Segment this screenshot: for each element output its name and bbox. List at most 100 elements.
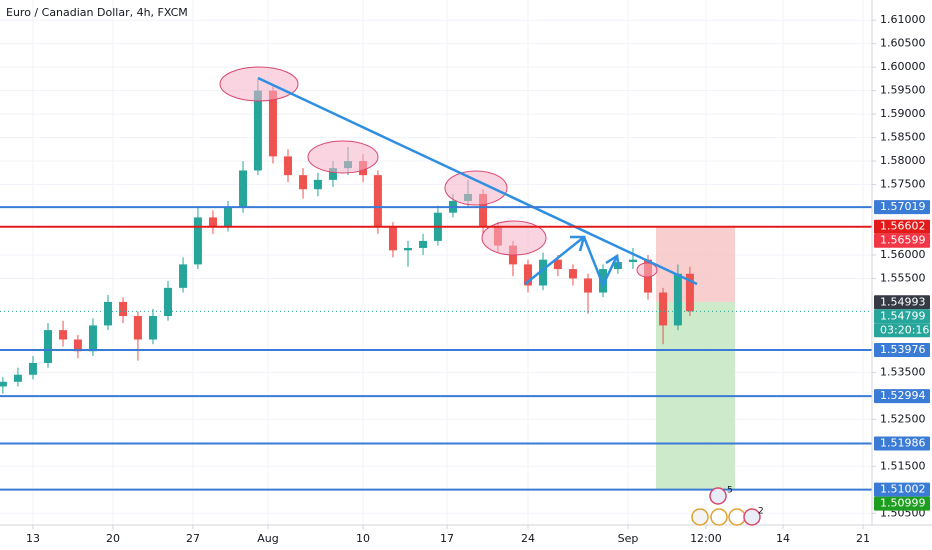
candle-body (328, 168, 337, 180)
event-badge: 2 (758, 507, 764, 517)
level-label: 1.51986 (880, 436, 926, 449)
level-label-box (874, 496, 930, 511)
candle-body (284, 156, 292, 176)
level-label-box (874, 200, 930, 215)
arrow (582, 236, 619, 289)
y-tick-label: 1.59000 (880, 107, 926, 120)
candle-body (224, 208, 232, 227)
candle-body (73, 339, 82, 352)
x-tick-label: Sep (618, 532, 639, 545)
candle-body (44, 330, 52, 363)
level-label-box (874, 343, 930, 358)
candle-body (88, 325, 97, 352)
x-tick-label: 27 (186, 532, 200, 545)
x-tick-label: 24 (521, 532, 535, 545)
level-label-box (874, 219, 930, 234)
candle-body (179, 264, 188, 288)
candle-body (148, 316, 157, 340)
candle-body (628, 259, 637, 263)
ellipse (219, 66, 299, 102)
level-label: 1.56602 (880, 220, 926, 233)
candle-body (599, 269, 608, 293)
candle-body (539, 259, 548, 286)
countdown-box (874, 323, 930, 338)
y-tick-label: 1.55500 (880, 271, 926, 284)
candle-body (119, 301, 128, 317)
level-label-box (874, 233, 930, 248)
x-tick-label: 14 (776, 532, 790, 545)
level-label-box (874, 482, 930, 497)
level-label-box (874, 309, 930, 324)
candle-body (193, 217, 202, 265)
candle-body (268, 90, 277, 157)
candle-body (239, 170, 248, 209)
candle-body (419, 240, 428, 248)
y-tick-label: 1.56000 (880, 248, 926, 261)
candle-body (299, 175, 308, 190)
y-tick-label: 1.59500 (880, 84, 926, 97)
candle-body (673, 273, 682, 326)
events: 5 2 (691, 486, 764, 526)
event-icon (710, 508, 728, 526)
event-icon (743, 508, 761, 526)
candle-body (568, 269, 577, 279)
candle-body (373, 175, 382, 227)
level-label-box (874, 389, 930, 404)
level-label: 1.51002 (880, 483, 926, 496)
candle-body (479, 193, 488, 227)
y-tick-label: 1.51500 (880, 459, 926, 472)
y-tick-label: 1.60500 (880, 37, 926, 50)
candle-body (553, 259, 562, 270)
event-badge: 5 (727, 486, 733, 496)
axes: 1.61000 1.60500 1.60000 1.59500 1.59000 1.585… (26, 13, 926, 545)
candle-body (208, 217, 217, 227)
candle-body (388, 226, 397, 251)
level-label: 1.50999 (880, 497, 926, 510)
candle-body (524, 264, 532, 286)
x-tick-label: 13 (26, 532, 40, 545)
chart-title: Euro / Canadian Dollar, 4h, FXCM (6, 6, 188, 19)
y-tick-label: 1.61000 (880, 13, 926, 26)
y-tick-label: 1.52500 (880, 412, 926, 425)
x-tick-label: 17 (440, 532, 454, 545)
trend-line (257, 76, 698, 286)
y-tick-label: 1.58000 (880, 154, 926, 167)
drawings (219, 66, 698, 289)
y-tick-label: 1.60000 (880, 60, 926, 73)
y-tick-label: 1.58500 (880, 131, 926, 144)
arrow (524, 236, 585, 285)
candle-body (253, 90, 262, 171)
candle-body (28, 362, 37, 375)
candle-body (13, 374, 22, 382)
level-label: 1.54799 (880, 309, 926, 322)
level-label: 1.53976 (880, 343, 926, 356)
level-label: 1.52994 (880, 389, 926, 402)
ellipse (481, 220, 547, 256)
countdown: 03:20:16 (880, 323, 929, 336)
event-icon (691, 508, 709, 526)
stop-zone (656, 226, 735, 302)
level-label-box (874, 436, 930, 451)
y-tick-label: 1.53500 (880, 365, 926, 378)
level-label: 1.56599 (880, 234, 926, 247)
x-tick-label: 21 (856, 532, 870, 545)
x-tick-label: 10 (356, 532, 370, 545)
level-label: 1.54993 (880, 295, 926, 308)
x-tick-label: Aug (257, 532, 278, 545)
candle-body (59, 330, 68, 340)
candle-body (164, 287, 172, 317)
event-icon (728, 508, 746, 526)
ellipse (444, 170, 508, 206)
levels (0, 206, 872, 491)
candle-body (685, 273, 694, 312)
candle-body (404, 247, 412, 251)
y-tick-label: 1.57500 (880, 178, 926, 191)
level-label: 1.57019 (880, 200, 926, 213)
ellipse (307, 140, 379, 174)
ellipse (636, 262, 658, 278)
candle-body (0, 381, 7, 387)
x-tick-label: 20 (106, 532, 120, 545)
